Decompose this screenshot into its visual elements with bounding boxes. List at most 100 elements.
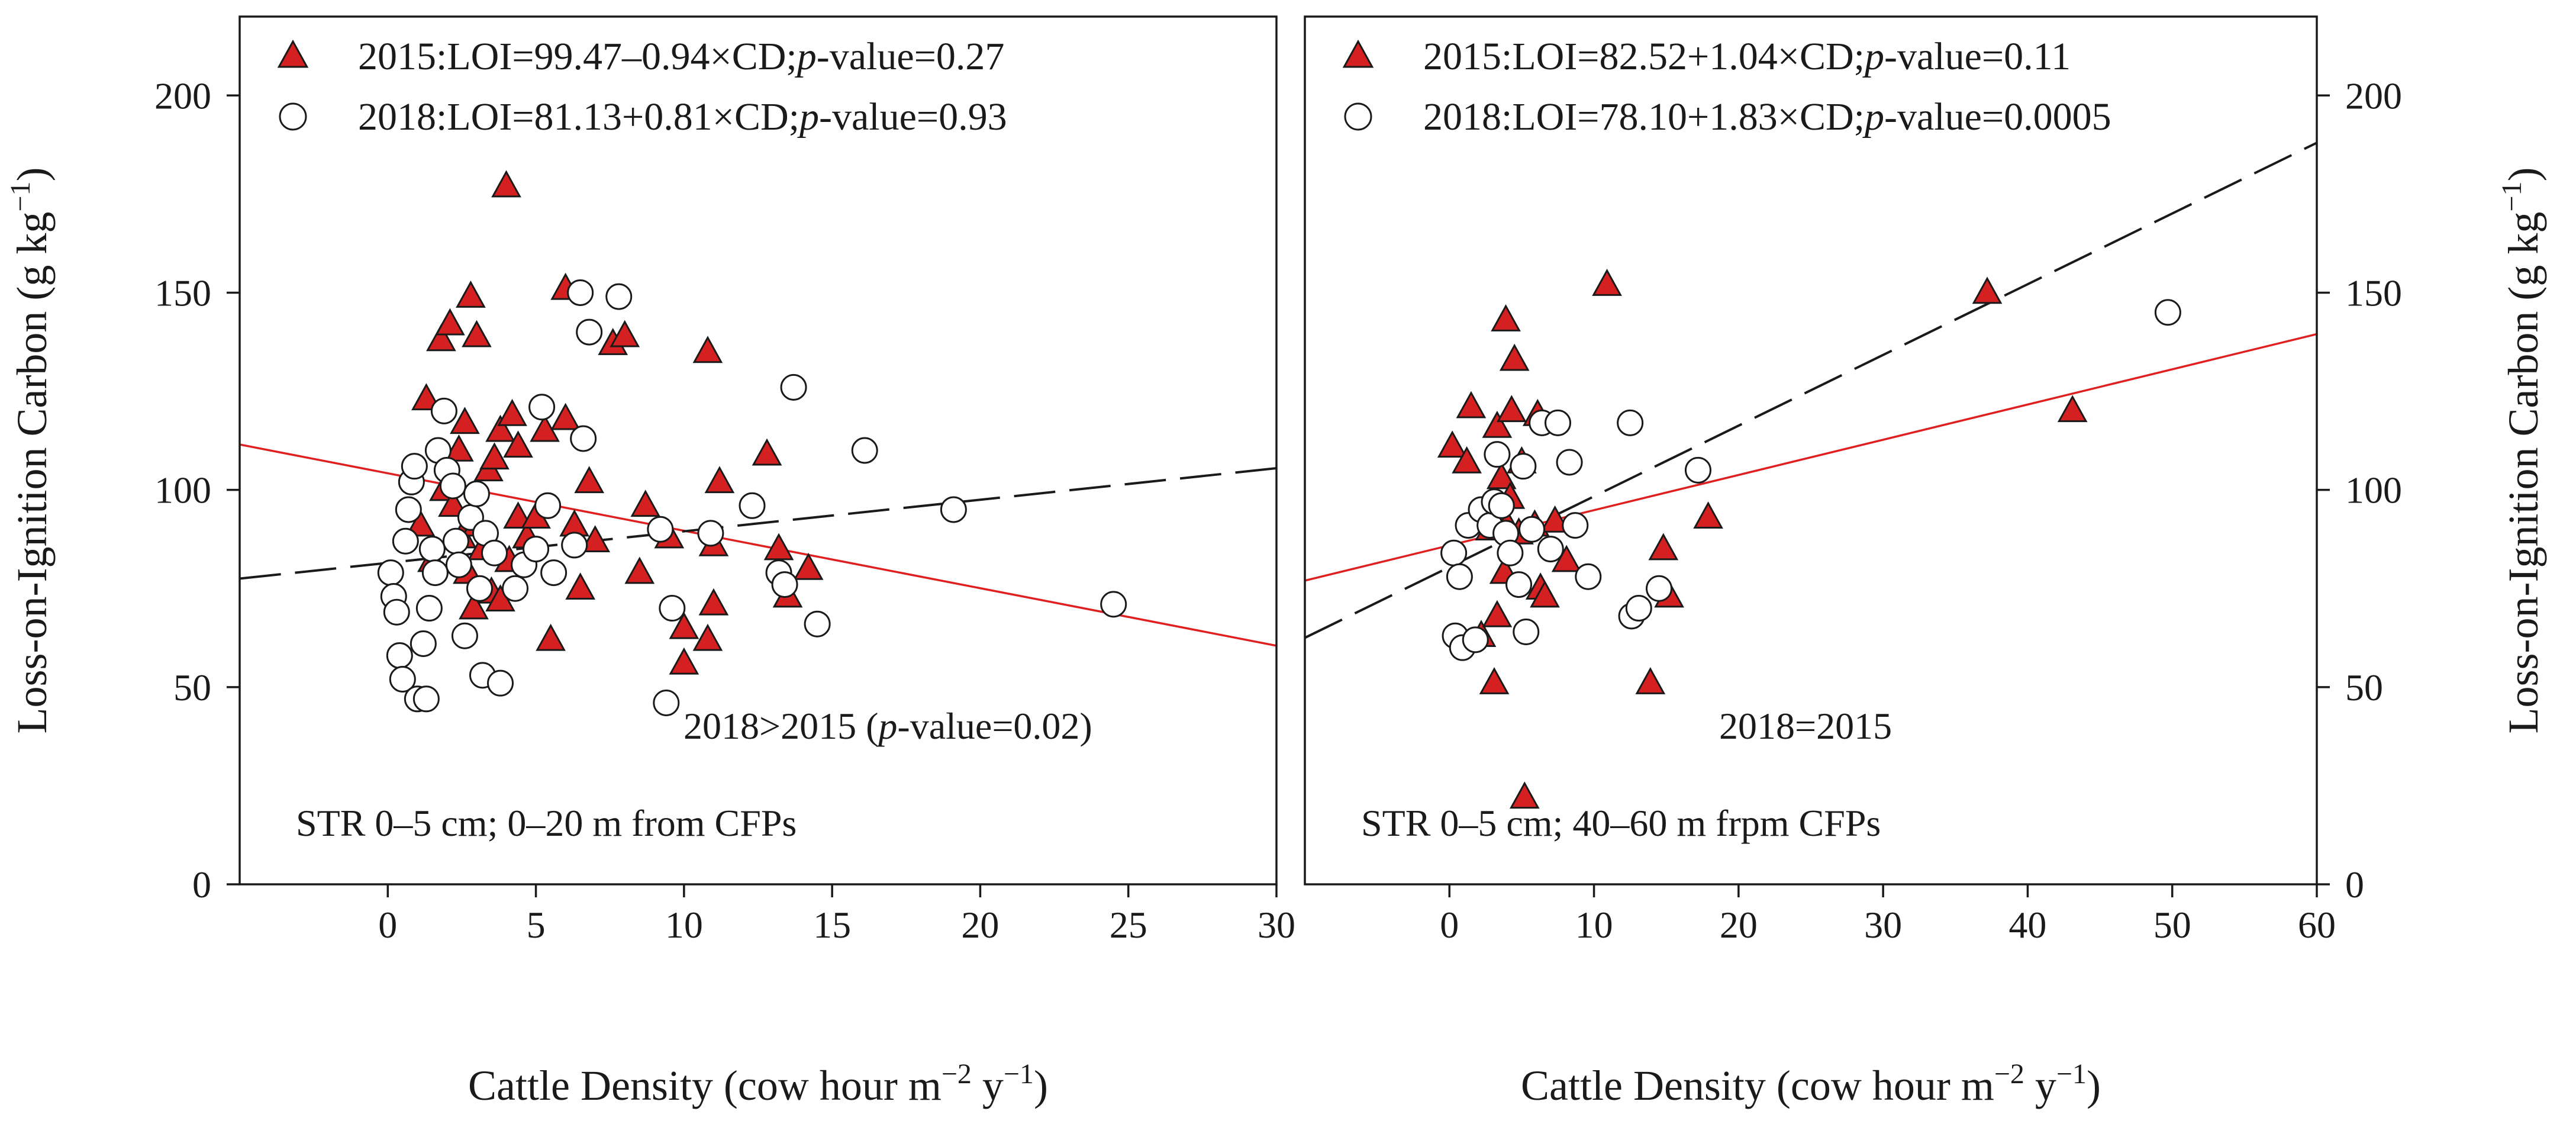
legend-marker-2015 — [1342, 39, 1374, 68]
y-tick-label: 50 — [2345, 666, 2383, 709]
point-2015 — [692, 623, 723, 651]
point-2015 — [1530, 580, 1560, 608]
point-2015 — [435, 308, 465, 336]
point-2018 — [653, 689, 680, 716]
point-2018 — [1484, 441, 1511, 468]
point-2018 — [389, 665, 416, 693]
point-2018 — [540, 559, 568, 587]
point-2015 — [763, 533, 794, 561]
y-tick-label: 200 — [154, 75, 211, 117]
point-2018 — [1440, 539, 1468, 566]
point-2015 — [497, 398, 527, 426]
point-2018 — [534, 492, 562, 519]
point-2018 — [451, 622, 478, 649]
point-2015 — [491, 170, 521, 198]
fit-line-2018 — [1305, 141, 2317, 639]
point-2018 — [386, 642, 413, 669]
point-2018 — [659, 595, 686, 622]
point-2018 — [1545, 409, 1571, 436]
y-tick-label: 150 — [154, 272, 211, 314]
x-tick-label: 0 — [378, 904, 397, 946]
point-2018 — [481, 539, 508, 566]
y-tick-label: 50 — [173, 666, 211, 709]
point-2018 — [430, 397, 457, 424]
point-2018 — [377, 559, 404, 587]
point-2015 — [1486, 462, 1517, 490]
point-2018 — [418, 536, 446, 563]
site-label: STR 0–5 cm; 40–60 m frpm CFPs — [1361, 802, 1881, 844]
point-2018 — [463, 480, 490, 507]
point-2015 — [1972, 276, 2003, 304]
point-2015 — [1509, 781, 1540, 809]
point-2018 — [466, 575, 493, 602]
point-2015 — [1482, 410, 1513, 438]
x-tick-label: 20 — [961, 904, 999, 946]
point-2015 — [793, 552, 824, 580]
point-2015 — [1635, 667, 1666, 694]
point-2018 — [576, 318, 603, 346]
x-tick-label: 60 — [2298, 904, 2336, 946]
point-2015 — [1592, 269, 1622, 296]
point-2018 — [502, 575, 529, 602]
point-2015 — [1499, 343, 1530, 371]
point-2015 — [2057, 395, 2088, 423]
legend-entry: 2018:LOI=81.13+0.81×CD;p-value=0.93 — [358, 95, 1007, 139]
x-tick-label: 50 — [2153, 904, 2191, 946]
point-2015 — [610, 320, 640, 347]
point-2015 — [580, 525, 611, 553]
point-2015 — [503, 430, 533, 458]
point-2018 — [410, 630, 437, 658]
y-tick-label: 200 — [2345, 75, 2402, 117]
point-2018 — [1100, 591, 1127, 618]
point-2018 — [1556, 449, 1583, 476]
x-tick-label: 30 — [1258, 904, 1295, 946]
point-2018 — [415, 595, 443, 622]
point-2018 — [1505, 571, 1533, 598]
x-tick-label: 5 — [527, 904, 546, 946]
point-2018 — [421, 559, 449, 587]
fit-line-2015 — [1305, 333, 2317, 582]
comparison-annotation: 2018>2015 (p-value=0.02) — [684, 705, 1092, 747]
plot-frame — [238, 15, 1278, 886]
point-2018 — [697, 520, 724, 547]
point-2018 — [561, 532, 588, 559]
point-2018 — [1684, 456, 1711, 484]
point-2015 — [462, 320, 492, 347]
x-tick-label: 15 — [813, 904, 851, 946]
point-2015 — [1456, 391, 1487, 418]
point-2015 — [1479, 667, 1510, 694]
point-2015 — [1648, 533, 1679, 561]
point-2018 — [1510, 453, 1537, 480]
point-2015 — [669, 611, 699, 639]
point-2018 — [1646, 575, 1672, 602]
point-2015 — [1437, 430, 1468, 458]
point-2018 — [1488, 492, 1515, 519]
point-2018 — [2154, 299, 2181, 326]
x-tick-label: 20 — [1720, 904, 1758, 946]
point-2018 — [804, 610, 831, 637]
point-2018 — [392, 527, 419, 555]
point-2015 — [1540, 505, 1570, 533]
point-2015 — [630, 490, 661, 517]
point-2018 — [739, 492, 766, 519]
point-2018 — [1537, 536, 1564, 563]
legend-entry: 2018:LOI=78.10+1.83×CD;p-value=0.0005 — [1423, 95, 2111, 139]
comparison-annotation: 2018=2015 — [1719, 705, 1892, 747]
point-2018 — [439, 472, 466, 500]
point-2018 — [1562, 512, 1589, 539]
points — [377, 170, 1127, 716]
point-2015 — [1482, 600, 1513, 627]
point-2015 — [624, 556, 655, 584]
point-2018 — [605, 283, 633, 310]
point-2018 — [851, 437, 878, 464]
point-2015 — [1452, 446, 1482, 474]
point-2015 — [1496, 395, 1527, 423]
point-2015 — [692, 336, 723, 363]
point-2015 — [405, 509, 436, 537]
point-2015 — [550, 402, 581, 430]
legend-entry: 2015:LOI=99.47–0.94×CD;p-value=0.27 — [358, 35, 1004, 78]
point-2015 — [426, 324, 456, 352]
point-2018 — [567, 279, 594, 306]
points — [1437, 269, 2181, 809]
